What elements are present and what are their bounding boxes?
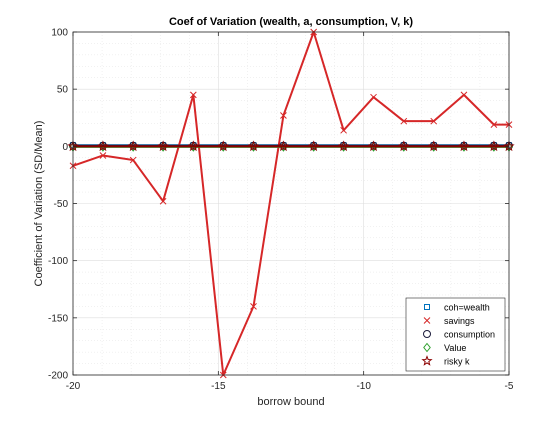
data-point-savings: [490, 121, 498, 128]
legend-items: coh=wealth savings consumption Value risky k: [421, 303, 495, 367]
data-point-risky-k: [127, 140, 139, 152]
x-tick-label: -20: [66, 381, 81, 392]
data-point-savings: [99, 152, 107, 159]
legend-label-risky-k: risky k: [444, 357, 470, 367]
y-tick-label: -150: [48, 313, 68, 324]
data-point-savings: [280, 112, 287, 119]
data-point-risky-k: [308, 140, 320, 152]
x-tick-labels: -20 -15 -10 -5: [66, 381, 514, 392]
x-axis-label: borrow bound: [257, 396, 324, 408]
legend-marker-value: [423, 342, 431, 353]
data-point-savings: [430, 117, 438, 125]
data-point-risky-k: [337, 140, 350, 152]
legend-marker-risky-k: [421, 355, 433, 366]
legend-marker-coh-wealth: [424, 304, 430, 310]
y-tick-labels: -200 -150 -100 -50 0 50 100: [48, 28, 68, 382]
legend-label-coh-wealth: coh=wealth: [444, 303, 490, 313]
series-layer: [67, 28, 515, 379]
y-tick-label: 100: [51, 28, 68, 39]
legend: coh=wealth savings consumption Value risky k: [405, 297, 506, 372]
data-point-savings: [189, 91, 197, 99]
data-point-risky-k: [458, 140, 470, 152]
data-point-savings: [250, 303, 257, 310]
chart-title: Coef of Variation (wealth, a, consumptio…: [169, 16, 413, 28]
data-point-risky-k: [428, 140, 440, 152]
data-point-savings: [340, 126, 347, 134]
y-axis-label: Coefficient of Variation (SD/Mean): [33, 121, 45, 287]
legend-box: [405, 297, 506, 372]
series-line-savings: [72, 31, 509, 376]
legend-label-consumption: consumption: [444, 330, 495, 340]
y-tick-label: 0: [62, 142, 68, 153]
data-point-risky-k: [187, 140, 199, 152]
legend-label-savings: savings: [444, 316, 475, 326]
data-point-risky-k: [97, 140, 109, 152]
series-savings: [69, 28, 513, 379]
y-tick-label: 50: [57, 85, 69, 96]
y-tick-label: -50: [54, 199, 69, 210]
series-risky-k: [67, 140, 515, 152]
y-tick-label: -100: [48, 256, 68, 267]
data-point-risky-k: [488, 140, 500, 152]
tick-marks: [72, 31, 510, 376]
x-tick-label: -10: [356, 381, 371, 392]
data-point-savings: [460, 91, 468, 99]
data-point-risky-k: [217, 140, 229, 152]
legend-label-value: Value: [444, 343, 466, 353]
x-tick-label: -15: [211, 381, 226, 392]
data-point-risky-k: [277, 140, 290, 152]
y-tick-label: -200: [48, 371, 68, 382]
data-point-savings: [400, 117, 408, 125]
data-point-risky-k: [367, 140, 380, 152]
data-point-savings: [370, 93, 377, 101]
legend-marker-savings: [423, 317, 431, 324]
data-point-risky-k: [247, 140, 260, 152]
data-point-savings: [129, 156, 137, 164]
data-point-risky-k: [398, 140, 410, 152]
data-point-savings: [159, 197, 167, 205]
data-point-risky-k: [157, 140, 169, 152]
legend-marker-consumption: [423, 330, 431, 338]
x-tick-label: -5: [505, 381, 514, 392]
